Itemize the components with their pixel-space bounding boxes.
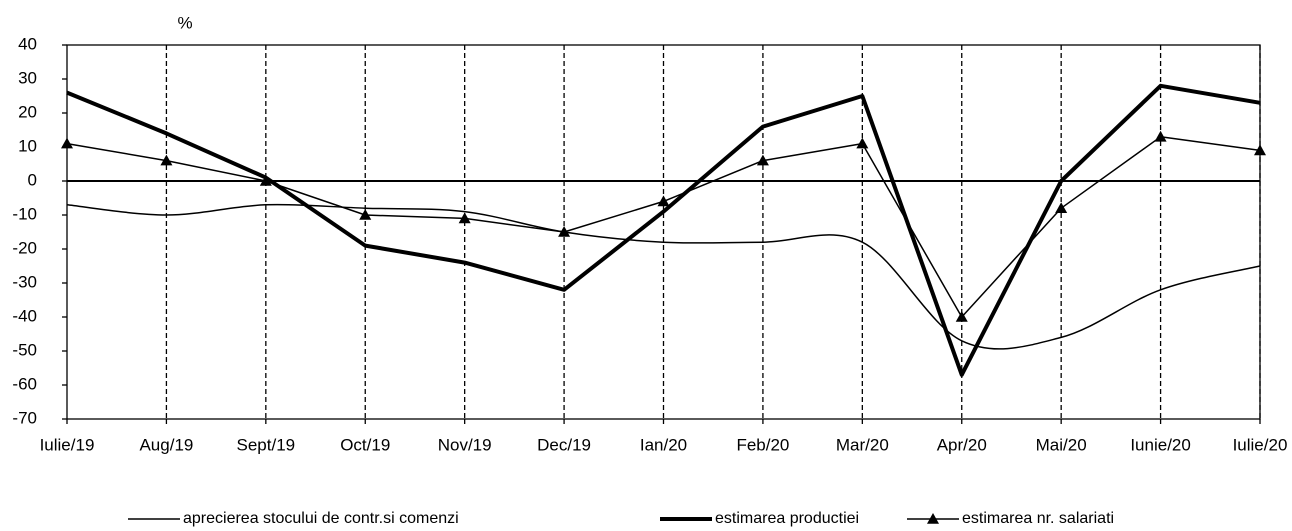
marker [259,175,272,186]
y-tick-label: -40 [12,306,37,325]
y-axis-label: % [177,13,192,32]
y-tick-label: -20 [12,238,37,257]
marker [558,226,571,237]
x-tick-label: Iunie/20 [1130,435,1191,454]
series-line [66,203,1261,350]
marker [955,311,968,322]
x-tick-label: Mai/20 [1036,435,1087,454]
legend-marker [927,513,939,524]
x-tick-label: Dec/19 [537,435,591,454]
legend: aprecierea stocului de contr.si comenzi e… [128,510,1114,527]
y-tick-label: 10 [18,136,37,155]
y-tick-label: 0 [28,170,37,189]
y-tick-label: 20 [18,102,37,121]
x-tick-label: Aug/19 [139,435,193,454]
x-tick-label: Feb/20 [736,435,789,454]
y-tick-label: -70 [12,408,37,427]
marker [657,195,670,207]
marker [359,209,372,220]
x-tick-label: Sept/19 [237,435,296,454]
marker [160,154,173,166]
legend-label: estimarea nr. salariati [962,510,1114,527]
marker [61,137,73,149]
y-tick-label: 40 [18,34,37,53]
marker [1254,144,1266,156]
y-tick-label: -30 [12,272,37,291]
y-tick-label: -60 [12,374,37,393]
y-tick-label: -10 [12,204,37,223]
x-tick-label: Ian/20 [640,435,687,454]
marker [458,212,471,224]
legend-label: estimarea productiei [715,510,859,527]
x-tick-label: Nov/19 [438,435,492,454]
x-tick-label: Iulie/20 [1233,435,1288,454]
marker [1154,130,1167,142]
y-tick-label: -50 [12,340,37,359]
y-tick-label: 30 [18,68,37,87]
marker [1055,202,1068,213]
x-tick-label: Oct/19 [340,435,390,454]
legend-label: aprecierea stocului de contr.si comenzi [183,510,459,527]
x-tick-label: Apr/20 [937,435,987,454]
x-tick-label: Iulie/19 [40,435,95,454]
marker [756,154,769,166]
marker [856,137,869,149]
x-tick-label: Mar/20 [836,435,889,454]
